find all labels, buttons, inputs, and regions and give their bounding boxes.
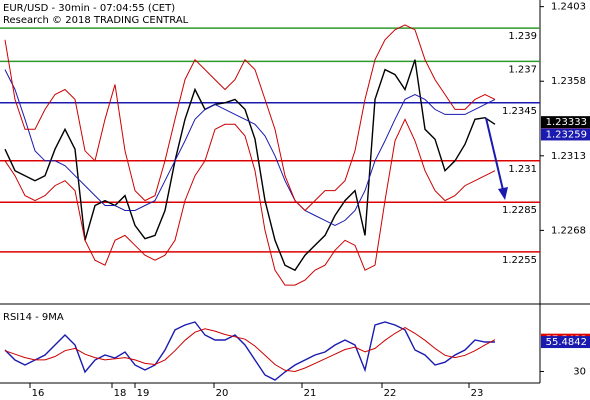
- x-tick-label: 16: [32, 388, 45, 399]
- x-tick-label: 20: [216, 388, 229, 399]
- arrow-head: [498, 187, 508, 200]
- level-label: 1.2255: [502, 255, 537, 266]
- price-tag: [541, 336, 590, 349]
- x-tick-label: 19: [137, 388, 150, 399]
- series-line: [4, 69, 496, 226]
- series-line: [4, 321, 495, 381]
- series-line: [4, 59, 496, 272]
- chart-title: EUR/USD - 30min - 07:04:55 (CET): [3, 3, 175, 14]
- level-label: 1.2345: [502, 106, 537, 117]
- price-tag-label: 1.23259: [546, 129, 587, 140]
- level-label: 1.239: [508, 31, 537, 42]
- rsi-title: RSI14 - 9MA: [3, 312, 64, 323]
- series-line: [4, 24, 496, 212]
- x-tick-label: 22: [384, 388, 397, 399]
- level-label: 1.237: [508, 64, 537, 75]
- y-tick-label: 1.2268: [551, 225, 586, 236]
- level-label: 1.231: [508, 164, 537, 175]
- y-tick-label: 1.2313: [551, 151, 586, 162]
- y-tick-label: 1.2403: [551, 2, 586, 13]
- x-tick-label: 21: [304, 388, 317, 399]
- price-tag: [541, 128, 590, 141]
- chart-subtitle: Research © 2018 TRADING CENTRAL: [3, 15, 189, 26]
- y-tick-label: 1.2358: [551, 76, 586, 87]
- x-tick-label: 18: [114, 388, 127, 399]
- series-line: [4, 327, 496, 373]
- price-tag-label: 55.4842: [546, 337, 587, 348]
- y-tick-label: 30: [573, 366, 586, 377]
- price-tag: [541, 116, 590, 129]
- level-label: 1.2285: [502, 205, 537, 216]
- price-tag-label: 1.23333: [546, 117, 587, 128]
- x-tick-label: 23: [471, 388, 484, 399]
- arrow: [485, 117, 504, 191]
- series-line: [4, 118, 496, 286]
